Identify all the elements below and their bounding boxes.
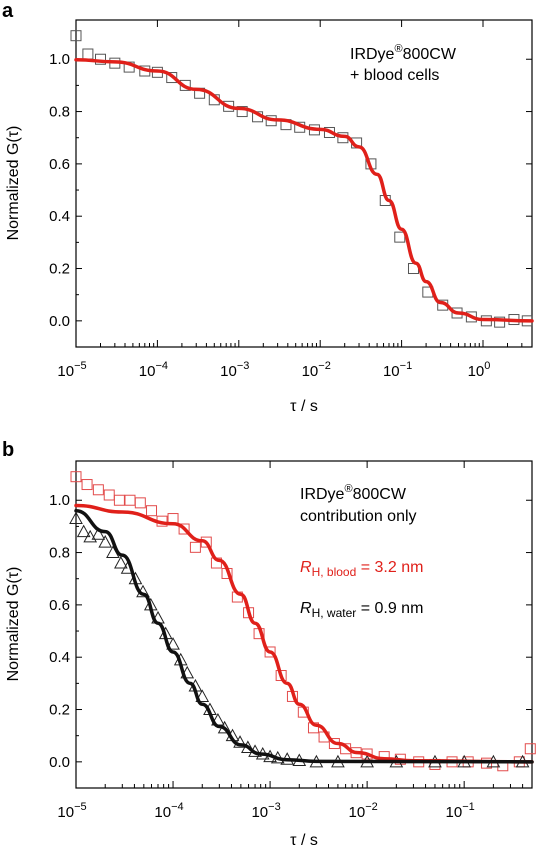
data-point-triangle: [166, 637, 180, 650]
ytick-label: 0.8: [49, 545, 70, 562]
panel-a-annotation-line2: + blood cells: [350, 67, 439, 84]
data-point-square: [494, 316, 506, 328]
panel-b-annotation-line1: IRDye®800CW: [300, 483, 407, 503]
data-point-square: [166, 72, 178, 84]
xtick-label: 10−3: [220, 360, 249, 380]
ytick-label: 0.0: [49, 313, 70, 330]
panel-a-xlabel: τ / s: [290, 398, 318, 415]
data-point-triangle: [69, 511, 83, 525]
data-point-square: [189, 541, 201, 553]
data-point-square: [82, 48, 94, 60]
data-point-triangle: [233, 735, 247, 748]
data-point-square: [81, 479, 93, 491]
data-point-triangle: [83, 529, 98, 543]
xtick-label: 10−1: [383, 360, 412, 380]
data-point-square: [70, 30, 82, 42]
panel-a-ylabel: Normalized G(τ): [5, 126, 22, 241]
data-point-square: [70, 471, 82, 483]
panel-b-annotation-rh-blood: RH, blood = 3.2 nm: [300, 559, 423, 579]
ytick-label: 0.4: [49, 649, 70, 666]
xtick-label: 10−3: [251, 801, 280, 821]
fit-curve-water: [74, 508, 534, 764]
ytick-label: 0.4: [49, 208, 70, 225]
ytick-label: 0.6: [49, 156, 70, 173]
xtick-label: 100: [468, 360, 491, 380]
xtick-label: 10−4: [139, 360, 168, 380]
panel-a: a 0.0 0.2 0.4 0.6 0.8 1.0 10−5 10−4 10−3 10−2 10−…: [2, 0, 534, 415]
data-point-square: [103, 489, 115, 501]
panel-a-frame: [75, 19, 533, 348]
panel-b-frame: [75, 460, 533, 789]
panel-a-annotation-line1: IRDye®800CW: [350, 43, 457, 63]
xtick-label: 10−4: [154, 801, 183, 821]
fit-curve: [74, 58, 534, 323]
xtick-label: 10−2: [349, 801, 378, 821]
xtick-label: 10−5: [57, 360, 86, 380]
ytick-label: 1.0: [49, 51, 70, 68]
data-point-triangle: [91, 527, 106, 540]
panel-b-label: b: [2, 439, 14, 461]
data-point-square: [134, 497, 146, 509]
panel-b-xlabel: τ / s: [290, 832, 318, 849]
panel-a-label: a: [2, 0, 14, 22]
data-point-triangle: [76, 524, 91, 538]
panel-b: b 0.0 0.2 0.4 0.6 0.8 1.0 10−5 10−4 10−3 10−2 10−…: [2, 439, 536, 849]
data-point-triangle: [195, 689, 210, 702]
ytick-label: 0.6: [49, 597, 70, 614]
data-point-square: [264, 646, 276, 658]
data-point-square: [178, 523, 190, 535]
data-point-square: [236, 106, 248, 118]
ytick-label: 1.0: [49, 492, 70, 509]
ytick-label: 0.8: [49, 104, 70, 121]
panel-b-annotation-line2: contribution only: [300, 508, 417, 525]
xtick-label: 10−2: [302, 360, 331, 380]
data-point-triangle: [114, 555, 128, 569]
data-point-square: [146, 505, 158, 517]
data-point-triangle: [98, 535, 113, 548]
panel-b-annotation-rh-water: RH, water = 0.9 nm: [300, 600, 423, 620]
data-point-square: [124, 494, 136, 506]
ytick-label: 0.2: [49, 702, 70, 719]
data-point-square: [394, 231, 406, 243]
xtick-label: 10−1: [446, 801, 475, 821]
fit-curve-blood: [74, 503, 534, 764]
ytick-label: 0.0: [49, 754, 70, 771]
panel-b-ylabel: Normalized G(τ): [5, 567, 22, 682]
data-point-square: [524, 743, 536, 755]
data-point-square: [92, 484, 104, 496]
xtick-label: 10−5: [57, 801, 86, 821]
ytick-label: 0.2: [49, 261, 70, 278]
data-point-square: [113, 494, 125, 506]
